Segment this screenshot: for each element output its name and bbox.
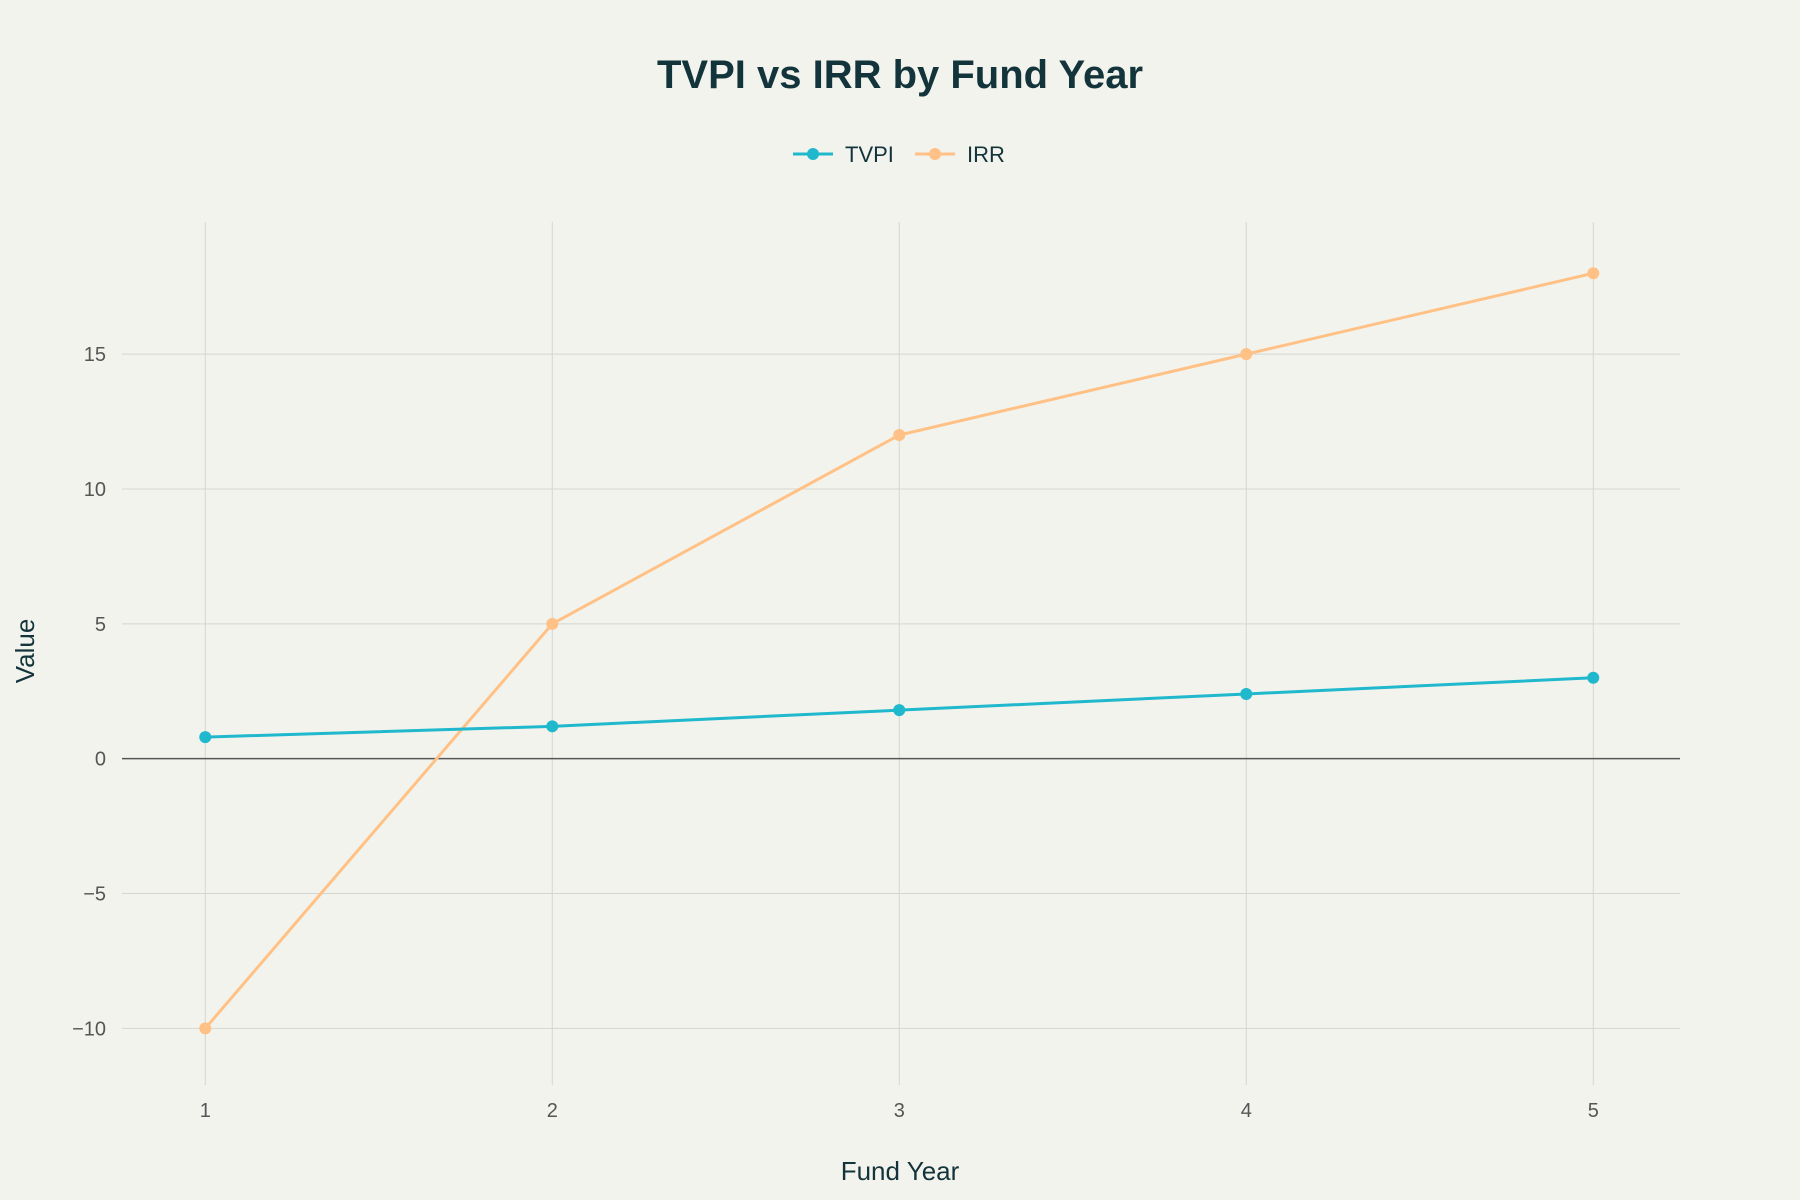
x-tick-label: 2 xyxy=(547,1100,558,1122)
legend-item-irr: IRR xyxy=(915,142,1005,167)
axes: 1 2 3 4 5 −10 −5 0 5 10 15 xyxy=(72,344,1599,1122)
x-tick-label: 3 xyxy=(894,1100,905,1122)
x-axis-label: Fund Year xyxy=(841,1156,960,1186)
y-tick-label: 0 xyxy=(95,749,106,771)
data-point xyxy=(1587,671,1600,684)
data-point xyxy=(1240,687,1253,700)
legend-item-tvpi: TVPI xyxy=(793,142,894,167)
data-point xyxy=(1587,267,1600,280)
y-tick-label: −5 xyxy=(83,884,106,906)
data-point xyxy=(546,617,559,630)
y-tick-label: 10 xyxy=(84,479,106,501)
legend-label: TVPI xyxy=(845,142,894,167)
x-tick-label: 1 xyxy=(200,1100,211,1122)
grid xyxy=(122,222,1680,1085)
x-tick-label: 5 xyxy=(1588,1100,1599,1122)
data-point xyxy=(893,429,906,442)
y-tick-label: 5 xyxy=(95,614,106,636)
series-group xyxy=(199,267,1600,1035)
data-point xyxy=(1240,348,1253,361)
x-tick-label: 4 xyxy=(1241,1100,1252,1122)
y-tick-label: −10 xyxy=(72,1018,106,1040)
legend-label: IRR xyxy=(967,142,1005,167)
y-tick-label: 15 xyxy=(84,344,106,366)
legend-marker xyxy=(807,148,819,160)
data-point xyxy=(199,731,212,744)
data-point xyxy=(893,704,906,717)
legend: TVPI IRR xyxy=(793,142,1005,167)
y-axis-label: Value xyxy=(10,619,40,684)
data-point xyxy=(546,720,559,733)
legend-marker xyxy=(929,148,941,160)
series-irr xyxy=(199,267,1600,1035)
chart-title: TVPI vs IRR by Fund Year xyxy=(657,53,1143,97)
series-tvpi xyxy=(199,671,1600,744)
data-point xyxy=(199,1022,212,1035)
